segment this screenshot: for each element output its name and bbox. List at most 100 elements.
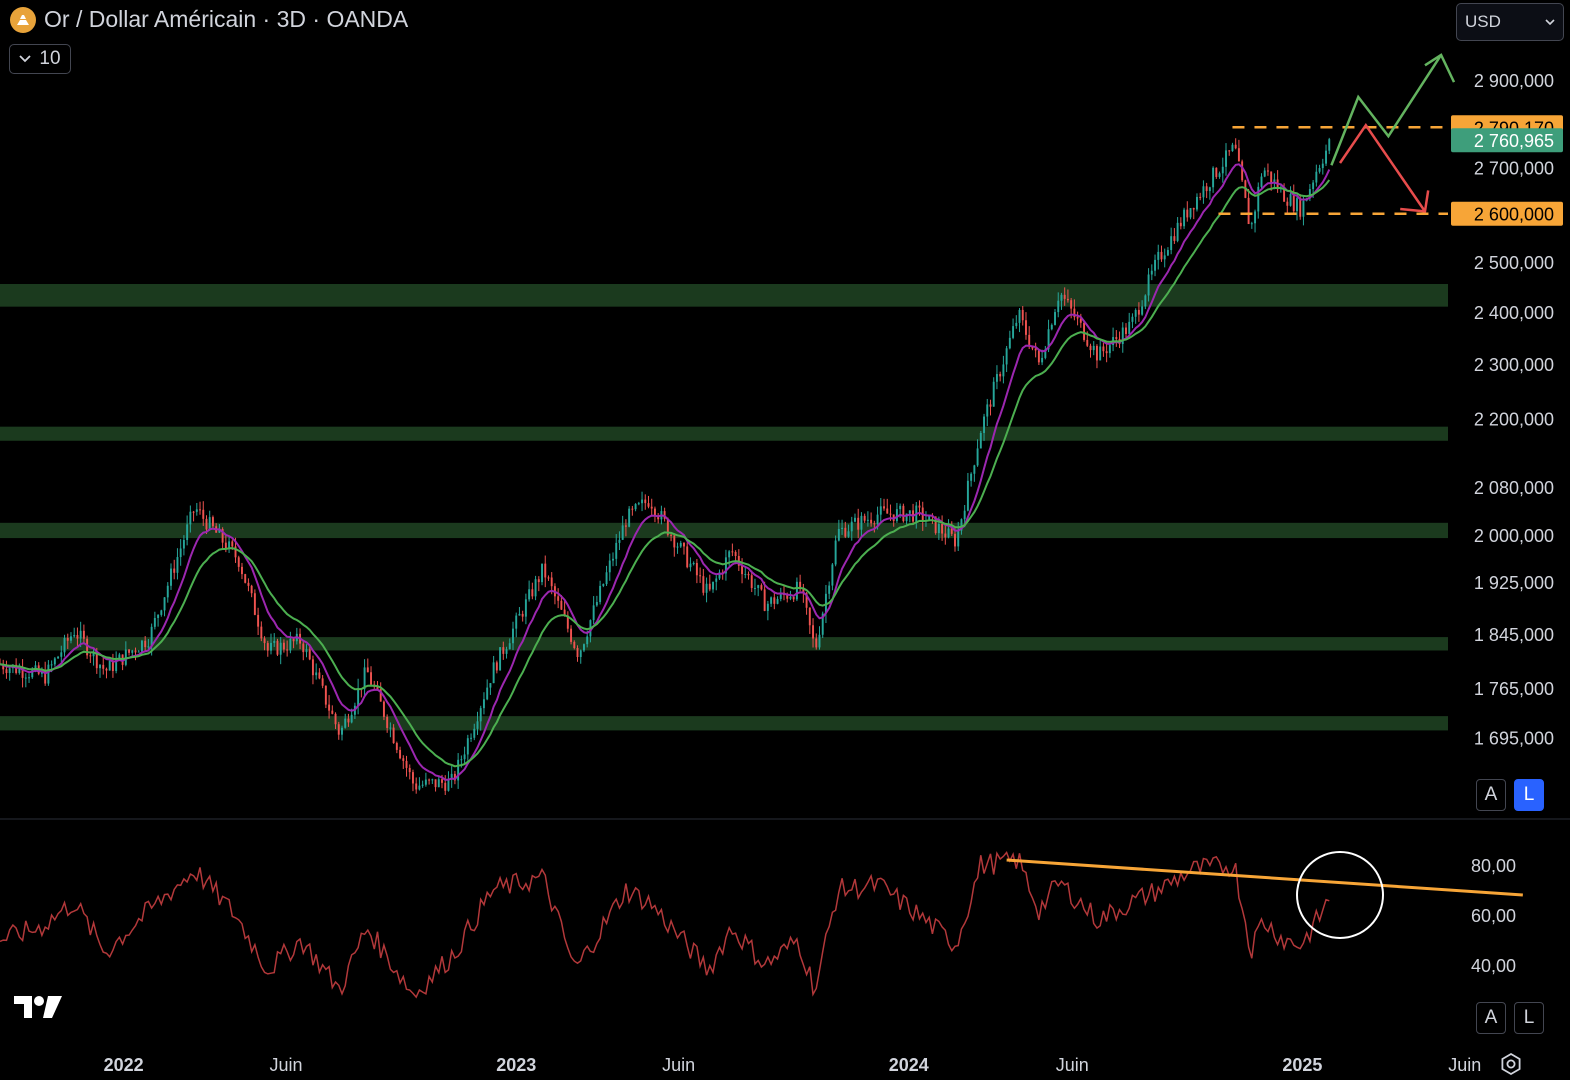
time-axis-label: Juin xyxy=(662,1055,695,1075)
price-axis-tick-label: 2 200,000 xyxy=(1474,409,1554,429)
candle-body xyxy=(1054,312,1056,325)
candle-body xyxy=(712,581,714,590)
price-axis-tick-label: 2 400,000 xyxy=(1474,303,1554,323)
candle-body xyxy=(60,652,63,657)
candle-body xyxy=(89,655,92,657)
candle-body xyxy=(1041,357,1044,363)
rsi-log-scale-button[interactable]: L xyxy=(1514,1002,1544,1034)
candle-body xyxy=(812,625,815,639)
candle-body xyxy=(463,754,466,760)
candle-body xyxy=(57,656,60,659)
price-axis-tick-label: 2 300,000 xyxy=(1474,355,1554,375)
candle-body xyxy=(1105,351,1108,354)
candle-body xyxy=(76,634,79,639)
candle-body xyxy=(1321,163,1324,169)
candle-body xyxy=(599,585,602,603)
candle-body xyxy=(66,637,69,641)
candle-body xyxy=(412,772,414,784)
candle-body xyxy=(521,613,524,617)
candle-body xyxy=(286,649,289,651)
candle-body xyxy=(1250,223,1253,225)
candle-body xyxy=(21,668,24,678)
candle-body xyxy=(905,513,908,522)
candle-body xyxy=(305,649,308,653)
candle-body xyxy=(341,727,343,735)
candle-body xyxy=(641,499,644,504)
candle-body xyxy=(415,783,418,790)
candle-body xyxy=(31,669,34,678)
candle-body xyxy=(489,683,492,688)
candle-body xyxy=(1079,318,1082,323)
candle-body xyxy=(195,509,198,512)
auto-scale-button[interactable]: A xyxy=(1476,779,1506,811)
ema-fast-line xyxy=(0,163,1331,781)
candle-body xyxy=(828,585,831,594)
rsi-auto-scale-button[interactable]: A xyxy=(1476,1002,1506,1034)
candle-body xyxy=(102,664,105,669)
candle-body xyxy=(499,647,502,671)
candle-body xyxy=(311,659,314,676)
candle-body xyxy=(683,542,685,547)
candle-body xyxy=(679,542,682,547)
candle-body xyxy=(18,668,21,673)
candle-body xyxy=(276,640,279,655)
candle-body xyxy=(460,759,463,761)
candle-body xyxy=(453,773,456,781)
candle-body xyxy=(111,660,114,672)
candle-body xyxy=(821,613,824,635)
candle-body xyxy=(624,525,627,527)
candle-body xyxy=(573,641,576,649)
chart-header: Or / Dollar Américain · 3D · OANDA xyxy=(10,6,408,33)
candle-body xyxy=(983,416,986,433)
candle-body xyxy=(708,583,711,590)
candle-body xyxy=(134,650,137,653)
symbol-title[interactable]: Or / Dollar Américain · 3D · OANDA xyxy=(44,6,409,32)
candle-body xyxy=(512,628,514,644)
candle-body xyxy=(108,660,111,671)
settings-gear-icon[interactable] xyxy=(1499,1052,1523,1076)
candle-body xyxy=(992,381,995,407)
candle-body xyxy=(802,588,805,594)
candle-body xyxy=(566,615,569,629)
candle-body xyxy=(231,541,234,547)
candle-body xyxy=(847,531,850,537)
gold-symbol-icon xyxy=(10,6,36,33)
candlestick-series xyxy=(0,137,1331,795)
candle-body xyxy=(928,515,931,521)
price-axis-tick-label: 2 000,000 xyxy=(1474,526,1554,546)
candle-body xyxy=(1302,200,1305,217)
candle-body xyxy=(95,651,98,669)
candle-body xyxy=(34,665,37,670)
candle-body xyxy=(866,519,869,521)
candle-body xyxy=(370,672,372,685)
candle-body xyxy=(199,509,202,511)
candle-body xyxy=(941,523,944,534)
candle-body xyxy=(1199,196,1202,198)
log-scale-button[interactable]: L xyxy=(1514,779,1544,811)
candle-body xyxy=(1328,139,1331,151)
candle-body xyxy=(431,779,434,781)
candle-body xyxy=(331,710,334,714)
indicators-toggle-button[interactable]: 10 xyxy=(9,44,71,74)
candle-body xyxy=(608,560,611,573)
candle-body xyxy=(695,563,698,576)
candle-body xyxy=(570,628,573,642)
candle-body xyxy=(879,506,882,515)
candle-body xyxy=(702,576,705,593)
candle-body xyxy=(434,779,437,788)
candle-body xyxy=(1286,201,1289,206)
candle-body xyxy=(53,658,56,665)
candle-body xyxy=(1231,144,1234,152)
candle-body xyxy=(495,662,498,671)
candle-body xyxy=(1260,176,1263,187)
current-price-label: 2 760,965 xyxy=(1474,131,1554,151)
candle-body xyxy=(1254,211,1257,224)
candle-body xyxy=(147,646,150,648)
candle-body xyxy=(1021,309,1024,321)
candle-body xyxy=(960,519,963,531)
candle-body xyxy=(1157,251,1160,260)
tradingview-logo xyxy=(14,996,62,1018)
candle-body xyxy=(805,593,808,608)
currency-select[interactable]: USD xyxy=(1456,3,1564,41)
